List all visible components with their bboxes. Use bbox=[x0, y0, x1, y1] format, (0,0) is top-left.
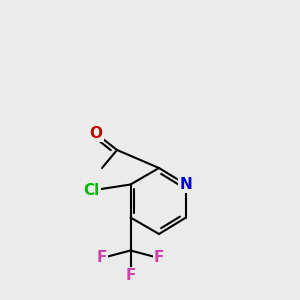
Text: F: F bbox=[97, 250, 107, 266]
Text: N: N bbox=[180, 177, 192, 192]
Text: Cl: Cl bbox=[83, 183, 100, 198]
Text: F: F bbox=[125, 268, 136, 284]
Text: O: O bbox=[89, 126, 103, 141]
Text: F: F bbox=[154, 250, 164, 266]
